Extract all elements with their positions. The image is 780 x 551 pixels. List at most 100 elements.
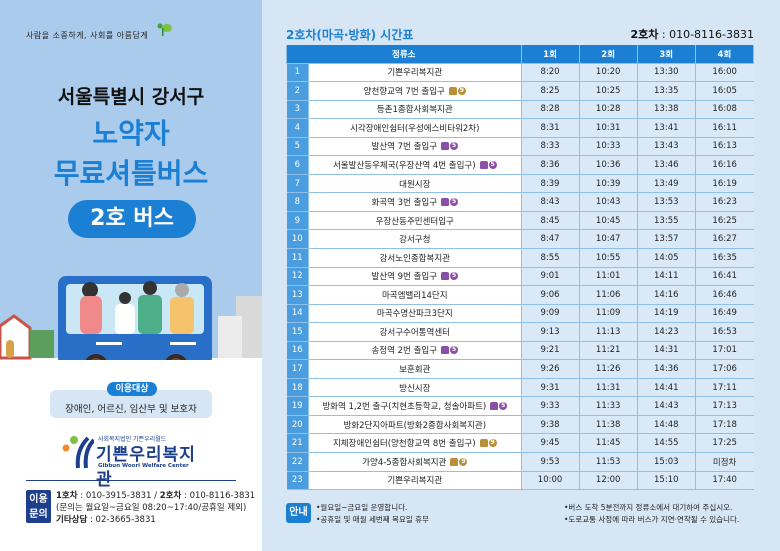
stop-name: 마곡엠밸리14단지	[381, 290, 448, 301]
notice-item: •버스 도착 5분전까지 정류소에서 대기하여 주십시오.	[564, 503, 733, 512]
stop-cell: 마곡수명산파크3단지	[308, 304, 521, 324]
organization-subtitle: 사회복지법인 기쁜우리월드	[98, 436, 167, 443]
line-number-icon: 9	[459, 457, 468, 466]
header-run-4: 4회	[694, 45, 755, 64]
other-consult-label: 기타상담	[56, 515, 88, 525]
notice-label: 안내	[286, 503, 311, 523]
departure-time: 17:01	[694, 341, 754, 361]
departure-time: 9:09	[520, 304, 580, 324]
stop-number: 16	[286, 341, 309, 361]
departure-time: 9:31	[520, 378, 580, 398]
departure-time: 16:00	[694, 63, 754, 83]
stop-number: 5	[286, 137, 309, 157]
stop-name: 지체장애인쉼터(양천향교역 8번 출입구)	[332, 439, 476, 450]
departure-time: 16:53	[694, 322, 754, 342]
departure-time: 10:33	[578, 137, 638, 157]
departure-time: 14:05	[636, 248, 696, 268]
stop-cell: 강서구청	[308, 229, 521, 249]
timetable-title: 2호차(마곡·방화) 시간표	[286, 28, 414, 42]
departure-time: 13:57	[636, 229, 696, 249]
line-number-icon: 5	[450, 346, 459, 355]
departure-time: 10:47	[578, 229, 638, 249]
stop-name: 발산역 9번 출입구	[371, 272, 438, 283]
stop-cell: 기쁜우리복지관	[308, 471, 521, 491]
departure-time: 8:36	[520, 155, 580, 175]
stop-name: 강서구수어통역센터	[379, 327, 450, 338]
subway-train-icon	[450, 457, 459, 466]
table-row: 19 방화역 1,2번 출구(치현초등학교, 청솔아파트) 5 9:33 11:33 14…	[286, 396, 754, 416]
stop-number: 22	[286, 452, 309, 472]
stop-cell: 마곡엠밸리14단지	[308, 285, 521, 305]
subway-train-icon	[490, 402, 499, 411]
stop-cell: 방신시장	[308, 378, 521, 398]
stop-number: 21	[286, 433, 309, 453]
stop-cell: 송정역 2번 출입구 5	[308, 341, 521, 361]
stop-cell: 발산역 9번 출입구 5	[308, 267, 521, 287]
table-row: 15 강서구수어통역센터 9:13 11:13 14:23 16:53	[286, 322, 754, 342]
stop-cell: 양천향교역 7번 출입구 9	[308, 81, 521, 101]
stop-number: 10	[286, 229, 309, 249]
departure-time: 10:25	[578, 81, 638, 101]
departure-time: 10:36	[578, 155, 638, 175]
stop-name: 방화역 1,2번 출구(치현초등학교, 청솔아파트)	[322, 402, 487, 413]
other-consult-phone: : 02-3665-3831	[87, 515, 156, 525]
stop-number: 7	[286, 174, 309, 194]
departure-time: 16:08	[694, 100, 754, 120]
stop-number: 23	[286, 471, 309, 491]
table-row: 7 대원시장 8:39 10:39 13:49 16:19	[286, 174, 754, 194]
departure-time: 11:38	[578, 415, 638, 435]
stop-name: 기쁜우리복지관	[387, 476, 443, 487]
bus1-phone: : 010-3915-3831 /	[77, 491, 160, 501]
target-users-label: 이용대상	[107, 382, 157, 396]
subway-train-icon	[448, 86, 457, 95]
departure-time: 미정차	[694, 452, 754, 472]
left-panel: 사람을 소중하게, 사회를 아름답게 서울특별시 강서구 노약자 무료셔틀버스 …	[0, 0, 262, 551]
stop-number: 3	[286, 100, 309, 120]
departure-time: 9:13	[520, 322, 580, 342]
departure-time: 10:00	[520, 471, 580, 491]
subway-train-icon	[441, 346, 450, 355]
departure-time: 9:33	[520, 396, 580, 416]
table-row: 17 보훈회관 9:26 11:26 14:36 17:06	[286, 359, 754, 379]
departure-time: 16:41	[694, 267, 754, 287]
departure-time: 16:05	[694, 81, 754, 101]
departure-time: 16:19	[694, 174, 754, 194]
notice-right: •버스 도착 5분전까지 정류소에서 대기하여 주십시오. •도로교통 사정에 …	[564, 502, 739, 526]
stop-number: 4	[286, 118, 309, 138]
departure-time: 16:13	[694, 137, 754, 157]
stop-name: 기쁜우리복지관	[387, 68, 443, 79]
departure-time: 11:33	[578, 396, 638, 416]
notice-item: •공휴일 및 매월 세번째 목요일 휴무	[316, 515, 429, 524]
departure-time: 17:18	[694, 415, 754, 435]
stop-number: 19	[286, 396, 309, 416]
departure-time: 9:38	[520, 415, 580, 435]
organization-logo: 사회복지법인 기쁜우리월드 기쁜우리복지관 Gibbun Woori Welfa…	[62, 432, 212, 490]
departure-time: 16:16	[694, 155, 754, 175]
table-row: 12 발산역 9번 출입구 5 9:01 11:01 14:11 16:41	[286, 267, 754, 287]
departure-time: 10:55	[578, 248, 638, 268]
departure-time: 8:31	[520, 118, 580, 138]
table-row: 8 화곡역 3번 출입구 5 8:43 10:43 13:53 16:23	[286, 192, 754, 212]
stop-number: 11	[286, 248, 309, 268]
table-row: 16 송정역 2번 출입구 5 9:21 11:21 14:31 17:01	[286, 341, 754, 361]
departure-time: 14:19	[636, 304, 696, 324]
departure-time: 9:53	[520, 452, 580, 472]
line-number-icon: 9	[457, 86, 466, 95]
departure-time: 8:47	[520, 229, 580, 249]
header-run-1: 1회	[520, 45, 580, 64]
phone-label: 2호차	[630, 28, 659, 41]
departure-time: 8:28	[520, 100, 580, 120]
departure-time: 9:01	[520, 267, 580, 287]
departure-time: 15:03	[636, 452, 696, 472]
table-row: 14 마곡수명산파크3단지 9:09 11:09 14:19 16:49	[286, 304, 754, 324]
departure-time: 13:35	[636, 81, 696, 101]
departure-time: 16:27	[694, 229, 754, 249]
departure-time: 17:25	[694, 433, 754, 453]
departure-time: 8:25	[520, 81, 580, 101]
stop-number: 1	[286, 63, 309, 83]
stop-number: 6	[286, 155, 309, 175]
departure-time: 13:43	[636, 137, 696, 157]
table-row: 20 방화2단지아파트(방화2종합사회복지관) 9:38 11:38 14:48 17:1…	[286, 415, 754, 435]
departure-time: 14:43	[636, 396, 696, 416]
header-stop: 정류소	[286, 45, 522, 64]
